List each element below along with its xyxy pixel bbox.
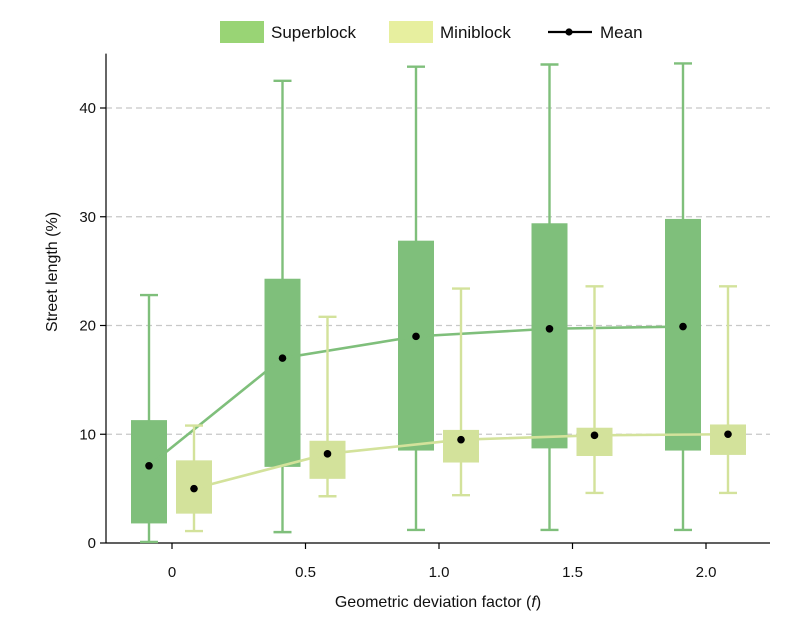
miniblock-mean-point-1 <box>323 450 332 458</box>
miniblock-box-2 <box>443 429 479 463</box>
boxes-superblock <box>131 218 701 524</box>
legend-label-superblock: Superblock <box>271 23 357 42</box>
y-tick-label-10: 10 <box>79 426 96 443</box>
miniblock-mean-point-4 <box>724 430 732 439</box>
y-axis-title: Street length (%) <box>44 212 61 332</box>
miniblock-mean-point-0 <box>190 484 198 493</box>
superblock-box-3 <box>531 223 568 449</box>
miniblock-mean-point-3 <box>590 431 599 440</box>
x-tick-label-2: 1.0 <box>429 564 450 581</box>
axes: 0 10 20 30 40 0 0.5 1.0 1.5 2.0 <box>79 53 770 581</box>
x-tick-label-1: 0.5 <box>295 564 316 581</box>
superblock-mean-point-0 <box>145 461 153 470</box>
boxes-miniblock <box>176 424 746 514</box>
legend-mean-dot <box>565 28 573 36</box>
superblock-box-2 <box>398 240 434 451</box>
legend-label-miniblock: Miniblock <box>440 23 511 42</box>
legend-label-mean: Mean <box>600 23 643 42</box>
y-tick-label-40: 40 <box>79 100 96 117</box>
superblock-box-1 <box>264 278 301 467</box>
superblock-mean-point-1 <box>278 354 287 362</box>
x-axis-title-variable: f <box>531 594 537 611</box>
x-tick-label-3: 1.5 <box>562 564 583 581</box>
y-tick-label-20: 20 <box>79 318 96 335</box>
superblock-mean-point-2 <box>412 332 420 341</box>
box-series <box>131 62 746 544</box>
miniblock-box-1 <box>309 440 346 479</box>
x-tick-label-0: 0 <box>168 564 176 581</box>
series-miniblock <box>176 285 746 533</box>
superblock-mean-point-4 <box>679 322 687 331</box>
miniblock-mean-point-2 <box>457 435 465 444</box>
legend: Superblock Miniblock Mean <box>220 21 643 43</box>
x-axis-title: Geometric deviation factor (f) <box>335 594 541 611</box>
x-axis-title-text: Geometric deviation factor ( <box>335 594 532 611</box>
superblock-mean-point-3 <box>545 324 554 333</box>
series-superblock <box>131 62 701 544</box>
y-tick-label-0: 0 <box>88 535 96 552</box>
x-axis-title-end: ) <box>536 594 541 611</box>
superblock-box-4 <box>665 218 701 451</box>
miniblock-box-4 <box>710 424 746 455</box>
legend-swatch-superblock <box>220 21 264 43</box>
x-tick-label-4: 2.0 <box>696 564 717 581</box>
superblock-box-0 <box>131 420 167 524</box>
y-tick-label-30: 30 <box>79 209 96 226</box>
legend-swatch-miniblock <box>389 21 433 43</box>
